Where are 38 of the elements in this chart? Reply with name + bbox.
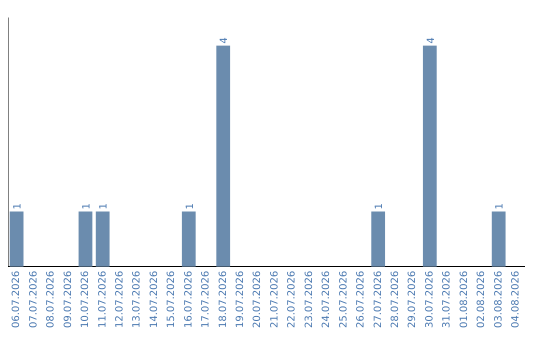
data-label: 1	[81, 203, 92, 210]
x-tick-label: 18.07.2026	[218, 270, 229, 328]
x-tick-label: 27.07.2026	[372, 270, 384, 328]
x-tick-label: 30.07.2026	[424, 270, 436, 328]
x-tick-label: 15.07.2026	[166, 270, 178, 328]
x-tick-label: 29.07.2026	[407, 270, 418, 328]
x-tick-label: 13.07.2026	[132, 270, 143, 328]
data-label: 4	[426, 37, 437, 44]
x-tick-label: 21.07.2026	[269, 270, 280, 328]
x-tick-label: 10.07.2026	[80, 270, 92, 328]
data-label: 1	[184, 203, 196, 210]
x-tick-label: 01.08.2026	[458, 270, 470, 328]
x-tick-label: 17.07.2026	[200, 270, 212, 328]
data-label: 1	[494, 203, 506, 210]
x-tick-label: 12.07.2026	[114, 270, 126, 328]
x-tick-label: 08.07.2026	[46, 270, 57, 328]
x-tick-label: 11.07.2026	[97, 270, 108, 328]
data-label: 1	[12, 203, 24, 210]
x-tick-label: 09.07.2026	[62, 270, 74, 328]
x-tick-label: 25.07.2026	[338, 270, 350, 328]
data-label: 1	[374, 203, 386, 210]
data-label: 4	[219, 37, 230, 44]
x-tick-label: 16.07.2026	[183, 270, 194, 328]
x-tick-label: 19.07.2026	[235, 270, 246, 328]
x-tick-label: 31.07.2026	[442, 270, 453, 328]
x-tick-label: 07.07.2026	[28, 270, 40, 328]
x-tick-label: 24.07.2026	[321, 270, 332, 328]
x-tick-label: 06.07.2026	[11, 270, 22, 328]
x-tick-label: 20.07.2026	[252, 270, 264, 328]
x-tick-label: 02.08.2026	[476, 270, 488, 328]
x-tick-label: 28.07.2026	[390, 270, 401, 328]
data-label: 1	[98, 203, 110, 210]
x-tick-label: 26.07.2026	[356, 270, 367, 328]
x-tick-label: 22.07.2026	[286, 270, 298, 328]
x-tick-label: 04.08.2026	[510, 270, 522, 328]
x-tick-label: 14.07.2026	[148, 270, 160, 328]
x-tick-label: 03.08.2026	[493, 270, 504, 328]
x-tick-label: 23.07.2026	[304, 270, 315, 328]
